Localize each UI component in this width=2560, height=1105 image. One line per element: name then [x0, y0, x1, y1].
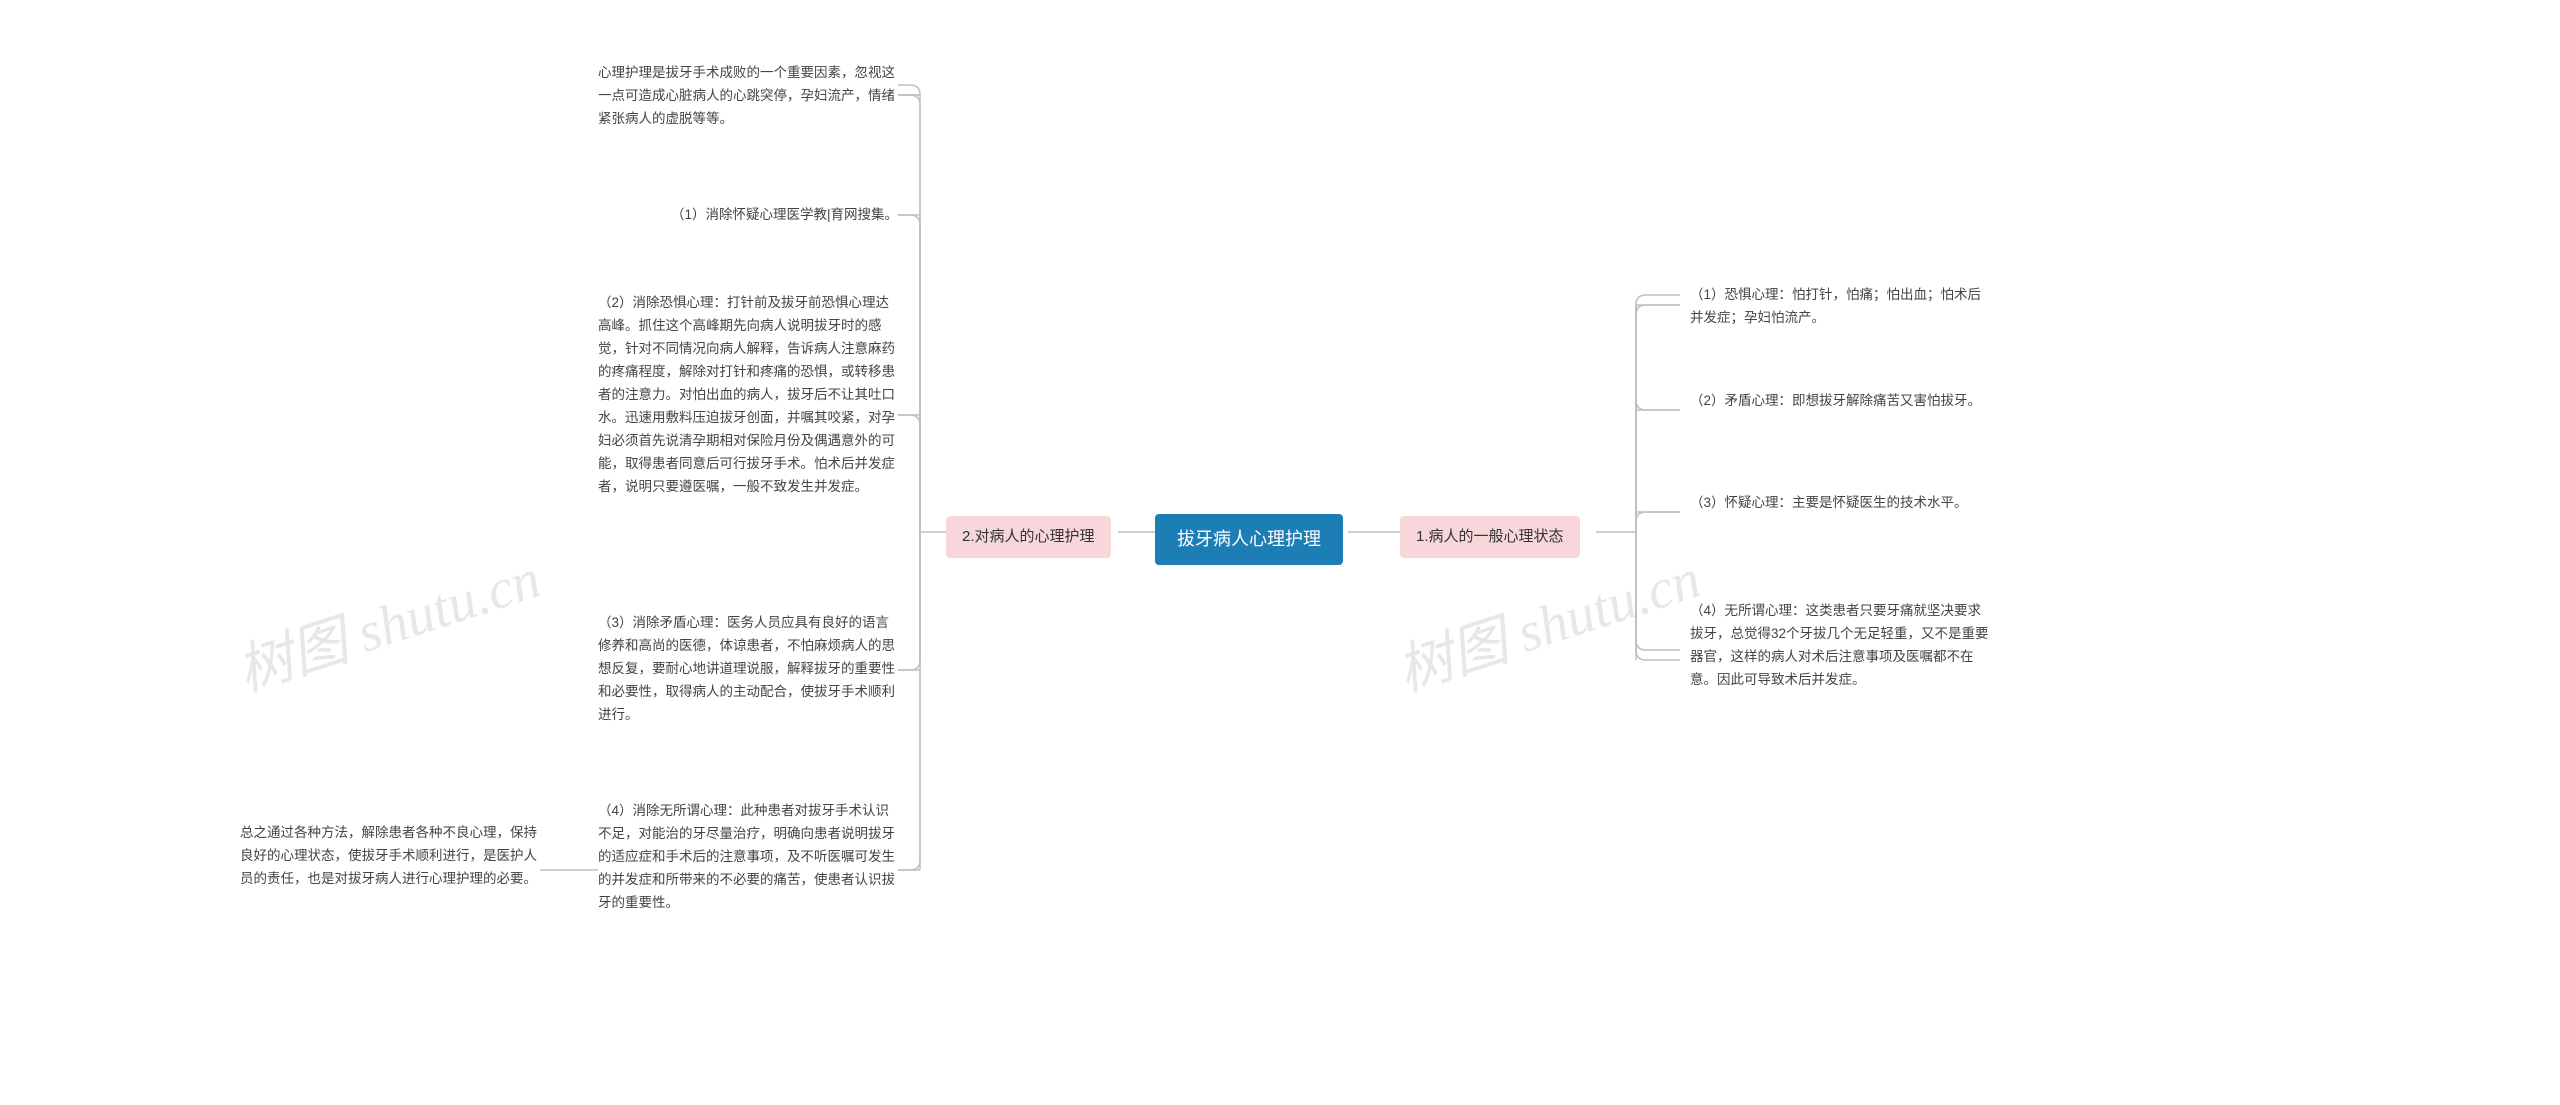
- right-leaf-4: （4）无所谓心理：这类患者只要牙痛就坚决要求拔牙，总觉得32个牙拔几个无足轻重，…: [1690, 600, 1990, 692]
- watermark-2: 树图 shutu.cn: [1385, 533, 1709, 707]
- branch-right[interactable]: 1.病人的一般心理状态: [1400, 516, 1580, 558]
- branch-left[interactable]: 2.对病人的心理护理: [946, 516, 1111, 558]
- left-leaf-1: 心理护理是拔牙手术成败的一个重要因素，忽视这一点可造成心脏病人的心跳突停，孕妇流…: [598, 62, 898, 131]
- left-leaf-3: （2）消除恐惧心理：打针前及拔牙前恐惧心理达高峰。抓住这个高峰期先向病人说明拔牙…: [598, 292, 898, 498]
- mindmap-canvas: 树图 shutu.cn 树图 shutu.cn: [0, 0, 2560, 1105]
- left-leaf-2: （1）消除怀疑心理医学教|育网搜集。: [598, 204, 898, 227]
- left-leaf-5-sub: 总之通过各种方法，解除患者各种不良心理，保持良好的心理状态，使拔牙手术顺利进行，…: [240, 822, 540, 891]
- right-leaf-1: （1）恐惧心理：怕打针，怕痛；怕出血；怕术后并发症；孕妇怕流产。: [1690, 284, 1990, 330]
- left-leaf-4: （3）消除矛盾心理：医务人员应具有良好的语言修养和高尚的医德，体谅患者，不怕麻烦…: [598, 612, 898, 727]
- right-leaf-3: （3）怀疑心理：主要是怀疑医生的技术水平。: [1690, 492, 1990, 515]
- left-leaf-5: （4）消除无所谓心理：此种患者对拔牙手术认识不足，对能治的牙尽量治疗，明确向患者…: [598, 800, 898, 915]
- root-node[interactable]: 拔牙病人心理护理: [1155, 514, 1343, 565]
- watermark-1: 树图 shutu.cn: [225, 533, 549, 707]
- right-leaf-2: （2）矛盾心理：即想拔牙解除痛苦又害怕拔牙。: [1690, 390, 1990, 413]
